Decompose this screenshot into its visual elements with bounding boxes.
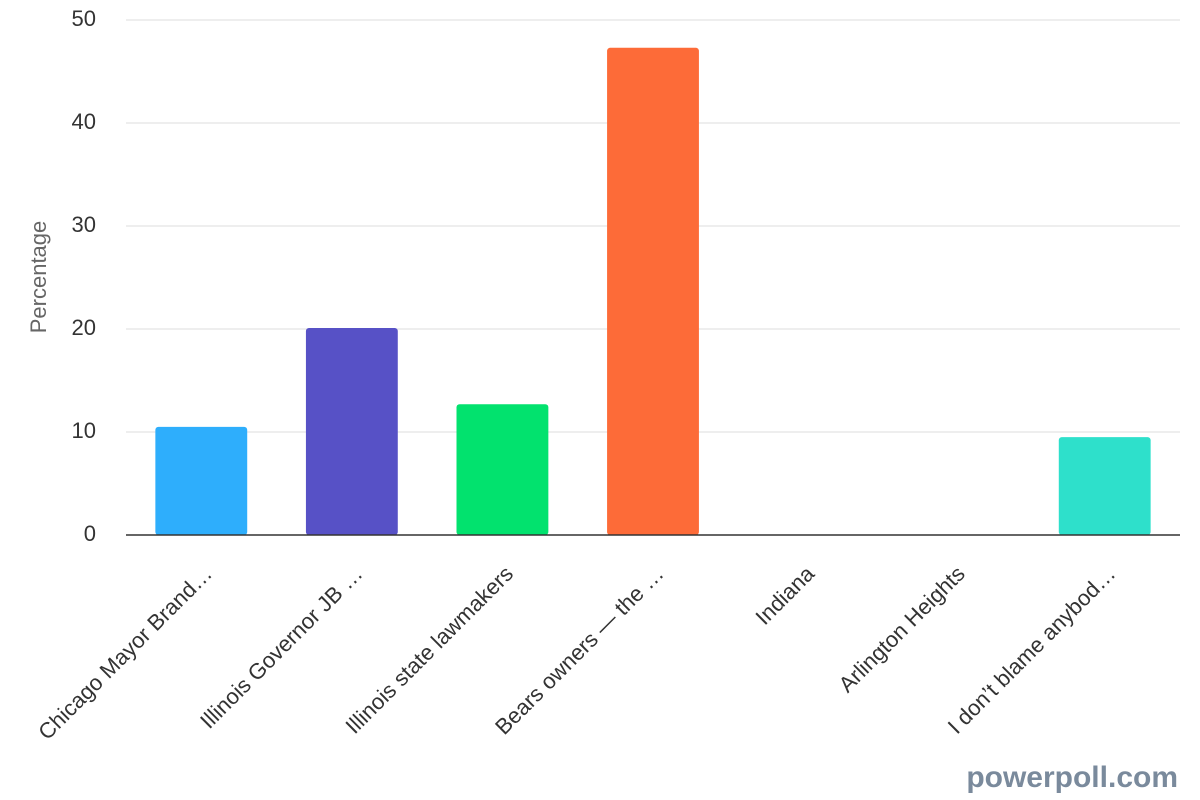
x-tick-label: Indiana	[750, 560, 819, 629]
y-tick-label: 30	[72, 212, 96, 237]
x-tick-label: Illinois Governor JB …	[195, 561, 367, 733]
y-axis-label: Percentage	[26, 221, 51, 334]
x-tick-label: I don’t blame anybod…	[943, 561, 1121, 739]
bar	[305, 327, 398, 535]
y-tick-label: 40	[72, 109, 96, 134]
y-tick-label: 20	[72, 315, 96, 340]
bar	[607, 47, 699, 536]
watermark: powerpoll.com	[966, 761, 1178, 794]
x-tick-label: Illinois state lawmakers	[340, 561, 518, 739]
bar	[456, 404, 549, 535]
x-tick-label: Arlington Heights	[834, 561, 970, 697]
bar	[1058, 437, 1151, 535]
x-tick-label: Chicago Mayor Brand…	[33, 561, 217, 745]
x-tick-label: Bears owners — the …	[490, 561, 669, 740]
y-tick-label: 0	[84, 521, 96, 546]
y-tick-label: 10	[72, 418, 96, 443]
y-tick-label: 50	[72, 6, 96, 31]
bar	[155, 426, 248, 535]
